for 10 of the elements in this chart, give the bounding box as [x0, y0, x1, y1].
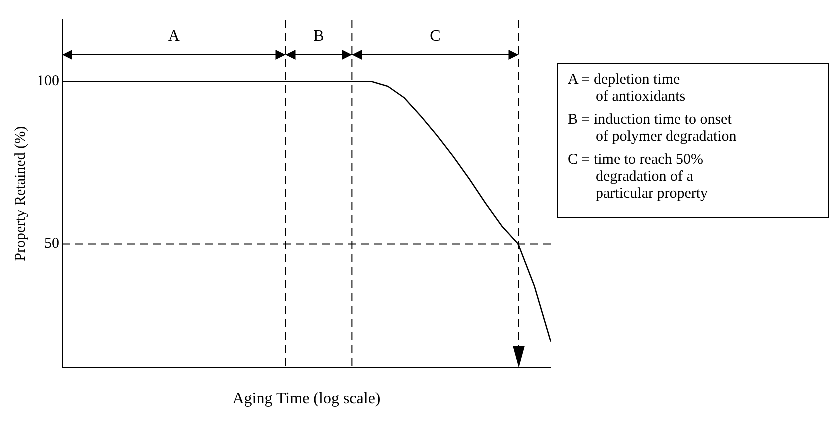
y-tick-label: 50 [44, 236, 60, 252]
annotation: C [430, 28, 441, 46]
y-axis-title: Property Retained (%) [12, 126, 29, 262]
x-axis-title: Aging Time (log scale) [232, 390, 381, 408]
text: B = induction time to onset of polymer degradation [568, 112, 738, 146]
text: A = depletion time of antioxidants [568, 72, 687, 106]
text: C = time to reach 50% degradation of a particular property [568, 152, 710, 203]
annotation: A [168, 28, 180, 46]
annotation: B [314, 28, 324, 46]
y-tick-label: 100 [37, 74, 60, 90]
